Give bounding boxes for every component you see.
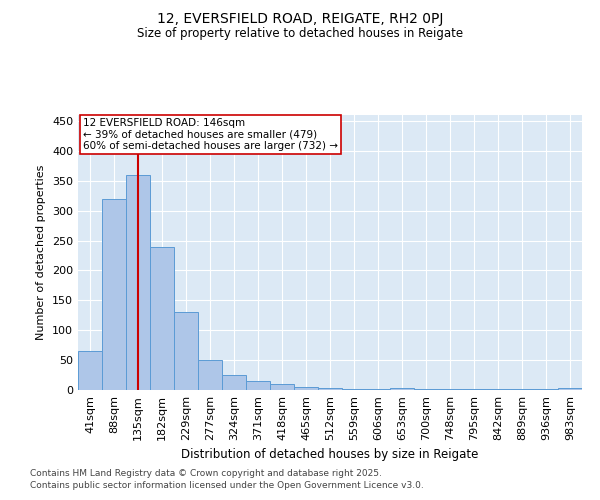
Text: Contains HM Land Registry data © Crown copyright and database right 2025.: Contains HM Land Registry data © Crown c… bbox=[30, 468, 382, 477]
Bar bbox=[558, 388, 582, 390]
Text: Contains public sector information licensed under the Open Government Licence v3: Contains public sector information licen… bbox=[30, 481, 424, 490]
Bar bbox=[174, 312, 198, 390]
Bar bbox=[102, 198, 126, 390]
Bar bbox=[78, 351, 102, 390]
Text: 12, EVERSFIELD ROAD, REIGATE, RH2 0PJ: 12, EVERSFIELD ROAD, REIGATE, RH2 0PJ bbox=[157, 12, 443, 26]
Bar bbox=[294, 387, 318, 390]
Y-axis label: Number of detached properties: Number of detached properties bbox=[37, 165, 46, 340]
Bar bbox=[222, 375, 246, 390]
Text: 12 EVERSFIELD ROAD: 146sqm
← 39% of detached houses are smaller (479)
60% of sem: 12 EVERSFIELD ROAD: 146sqm ← 39% of deta… bbox=[83, 118, 338, 151]
X-axis label: Distribution of detached houses by size in Reigate: Distribution of detached houses by size … bbox=[181, 448, 479, 462]
Bar bbox=[246, 381, 270, 390]
Bar bbox=[198, 360, 222, 390]
Text: Size of property relative to detached houses in Reigate: Size of property relative to detached ho… bbox=[137, 28, 463, 40]
Bar bbox=[270, 384, 294, 390]
Bar bbox=[390, 388, 414, 390]
Bar bbox=[150, 246, 174, 390]
Bar bbox=[318, 388, 342, 390]
Bar bbox=[126, 175, 150, 390]
